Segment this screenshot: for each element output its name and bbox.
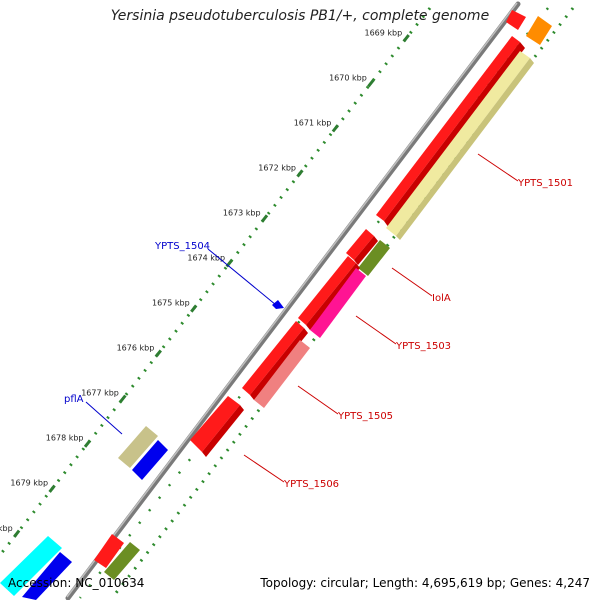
gene-feature-pflA-a[interactable] [118, 426, 158, 468]
tick-label: 1673 kbp [223, 209, 261, 218]
tick-group: 1669 kbp 1670 kbp 1671 kbp 1672 kbp 1673 kbp… [0, 28, 410, 538]
gene-label-YPTS_1504[interactable]: YPTS_1504 [154, 241, 210, 252]
tick-mark [367, 79, 375, 88]
tick-label: 1671 kbp [294, 118, 332, 127]
label-leader-pflA [85, 401, 123, 435]
tick-label: 1672 kbp [258, 163, 296, 172]
tick-mark [296, 169, 304, 178]
accession-text: Accession: NC_010634 [8, 576, 145, 590]
gene-label-IolA[interactable]: IolA [432, 293, 451, 304]
gene-feature-bottom-red[interactable] [94, 534, 124, 568]
tick-label: 1680 kbp [0, 524, 13, 533]
tick-mark [13, 529, 21, 538]
label-leader-YPTS_1503 [355, 315, 397, 345]
tick-mark [83, 439, 92, 448]
tick-label: 1670 kbp [329, 73, 367, 82]
tick-mark [154, 349, 162, 358]
gene-feature-YPTS_1504[interactable] [272, 300, 284, 309]
label-leader-YPTS_1504 [207, 248, 277, 306]
label-leader-YPTS_1505 [297, 385, 339, 415]
tick-label: 1678 kbp [46, 434, 84, 443]
gene-feature-bottom-olive[interactable] [104, 542, 140, 580]
label-leader-YPTS_1501 [477, 153, 519, 182]
tick-label: 1679 kbp [10, 479, 48, 488]
gene-label-YPTS_1503[interactable]: YPTS_1503 [395, 341, 451, 352]
gene-feature-IolA-a[interactable] [346, 229, 378, 265]
tick-mark [225, 259, 233, 268]
gene-feature-pflA-b[interactable] [132, 440, 168, 480]
gene-feature-bottom-blue[interactable] [22, 552, 72, 600]
gene-feature-YPTS_1501-a[interactable] [376, 36, 525, 228]
gene-label-YPTS_1505[interactable]: YPTS_1505 [337, 411, 393, 422]
tick-mark [119, 394, 127, 403]
gene-feature-YPTS_1501-b[interactable] [386, 51, 534, 240]
gene-feature-YPTS_1505-a[interactable] [242, 321, 308, 400]
tick-label: 1677 kbp [81, 389, 119, 398]
tick-mark [331, 124, 340, 133]
tick-label: 1675 kbp [152, 299, 190, 308]
tick-label: 1669 kbp [364, 28, 402, 37]
gene-label-YPTS_1506[interactable]: YPTS_1506 [283, 479, 339, 490]
gene-label-pflA[interactable]: pflA [64, 394, 84, 405]
topology-text: Topology: circular; Length: 4,695,619 bp… [260, 576, 590, 590]
gene-feature-YPTS_1506[interactable] [190, 396, 244, 457]
tick-mark [260, 214, 269, 223]
tick-dotted-guide [0, 7, 432, 556]
gene-label-YPTS_1501[interactable]: YPTS_1501 [517, 178, 573, 189]
map-title: Yersinia pseudotuberculosis PB1/+, compl… [110, 8, 490, 24]
gene-feature-top-red[interactable] [506, 10, 526, 30]
gene-feature-YPTS_1503-a[interactable] [298, 256, 360, 330]
tick-mark [48, 484, 56, 493]
gene-feature-bottom-cyan[interactable] [0, 536, 62, 596]
gene-feature-YPTS_1505-b[interactable] [254, 340, 310, 408]
tick-label: 1676 kbp [117, 344, 155, 353]
gene-feature-IolA-b[interactable] [358, 240, 390, 276]
gene-feature-YPTS_1503-b[interactable] [310, 268, 366, 338]
genome-backbone [65, 1, 521, 600]
tick-label: 1674 kbp [187, 254, 225, 263]
label-leader-IolA [391, 267, 433, 297]
gene-feature-top-orange[interactable] [526, 16, 552, 45]
tick-mark [190, 304, 198, 313]
label-leader-YPTS_1506 [243, 454, 285, 483]
tick-mark [402, 34, 410, 43]
